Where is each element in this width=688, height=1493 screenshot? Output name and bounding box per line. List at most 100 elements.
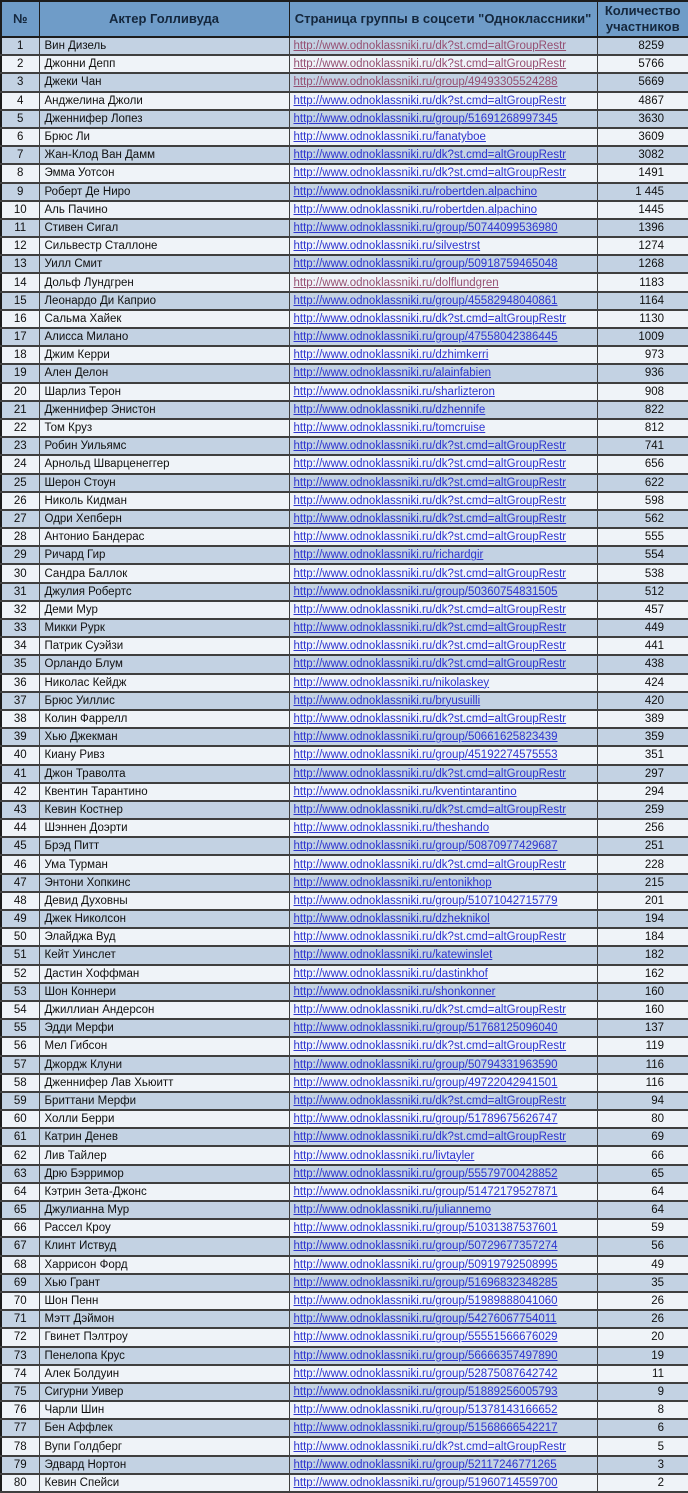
group-link[interactable]: http://www.odnoklassniki.ru/silvestrst xyxy=(293,240,481,253)
row-number-cell: 72 xyxy=(1,1328,40,1348)
group-url-cell: http://www.odnoklassniki.ru/group/503607… xyxy=(289,582,598,602)
group-link[interactable]: http://www.odnoklassniki.ru/dk?st.cmd=al… xyxy=(293,1440,567,1453)
group-link[interactable]: http://www.odnoklassniki.ru/tomcruise xyxy=(293,422,486,435)
group-link[interactable]: http://www.odnoklassniki.ru/dk?st.cmd=al… xyxy=(293,58,567,71)
group-link[interactable]: http://www.odnoklassniki.ru/dk?st.cmd=al… xyxy=(293,567,567,580)
group-link[interactable]: http://www.odnoklassniki.ru/dk?st.cmd=al… xyxy=(293,622,567,635)
row-number-cell: 26 xyxy=(1,491,40,511)
group-link[interactable]: http://www.odnoklassniki.ru/group/509187… xyxy=(293,258,558,271)
group-url-cell: http://www.odnoklassniki.ru/sharlizteron xyxy=(289,382,598,402)
group-link[interactable]: http://www.odnoklassniki.ru/group/509197… xyxy=(293,1258,558,1271)
group-link[interactable]: http://www.odnoklassniki.ru/dk?st.cmd=al… xyxy=(293,476,567,489)
group-link[interactable]: http://www.odnoklassniki.ru/dk?st.cmd=al… xyxy=(293,603,567,616)
group-link[interactable]: http://www.odnoklassniki.ru/dk?st.cmd=al… xyxy=(293,40,567,53)
group-link[interactable]: http://www.odnoklassniki.ru/group/516968… xyxy=(293,1276,558,1289)
group-link[interactable]: http://www.odnoklassniki.ru/group/514721… xyxy=(293,1185,558,1198)
group-link[interactable]: http://www.odnoklassniki.ru/dk?st.cmd=al… xyxy=(293,1004,567,1017)
actor-name-cell: Леонардо Ди Каприо xyxy=(39,291,290,311)
group-link[interactable]: http://www.odnoklassniki.ru/group/506616… xyxy=(293,731,558,744)
member-count-cell: 741 xyxy=(597,437,688,457)
group-link[interactable]: http://www.odnoklassniki.ru/dastinkhof xyxy=(293,967,488,980)
group-link[interactable]: http://www.odnoklassniki.ru/kventintaran… xyxy=(293,785,517,798)
group-link[interactable]: http://www.odnoklassniki.ru/dk?st.cmd=al… xyxy=(293,803,567,816)
group-url-cell: http://www.odnoklassniki.ru/dk?st.cmd=al… xyxy=(289,855,598,875)
group-link[interactable]: http://www.odnoklassniki.ru/group/528750… xyxy=(293,1367,558,1380)
group-link[interactable]: http://www.odnoklassniki.ru/dk?st.cmd=al… xyxy=(293,512,567,525)
group-link[interactable]: http://www.odnoklassniki.ru/bryusuilli xyxy=(293,694,481,707)
group-link[interactable]: http://www.odnoklassniki.ru/alainfabien xyxy=(293,367,492,380)
group-url-cell: http://www.odnoklassniki.ru/robertden.al… xyxy=(289,182,598,202)
member-count-cell: 2 xyxy=(597,1473,688,1493)
group-link[interactable]: http://www.odnoklassniki.ru/dk?st.cmd=al… xyxy=(293,494,567,507)
group-link[interactable]: http://www.odnoklassniki.ru/dolflundgren xyxy=(293,276,499,289)
group-link[interactable]: http://www.odnoklassniki.ru/dzhennife xyxy=(293,403,486,416)
group-link[interactable]: http://www.odnoklassniki.ru/group/510313… xyxy=(293,1222,558,1235)
group-link[interactable]: http://www.odnoklassniki.ru/group/455829… xyxy=(293,294,558,307)
member-count-cell: 160 xyxy=(597,982,688,1002)
group-link[interactable]: http://www.odnoklassniki.ru/shonkonner xyxy=(293,985,496,998)
group-link[interactable]: http://www.odnoklassniki.ru/group/451922… xyxy=(293,749,558,762)
group-link[interactable]: http://www.odnoklassniki.ru/group/508709… xyxy=(293,840,558,853)
group-link[interactable]: http://www.odnoklassniki.ru/group/517681… xyxy=(293,1022,558,1035)
group-link[interactable]: http://www.odnoklassniki.ru/fanatyboe xyxy=(293,131,486,144)
group-link[interactable]: http://www.odnoklassniki.ru/dk?st.cmd=al… xyxy=(293,531,567,544)
group-link[interactable]: http://www.odnoklassniki.ru/dzhimkerri xyxy=(293,349,489,362)
row-number-cell: 25 xyxy=(1,473,40,493)
group-url-cell: http://www.odnoklassniki.ru/alainfabien xyxy=(289,364,598,384)
group-link[interactable]: http://www.odnoklassniki.ru/dk?st.cmd=al… xyxy=(293,1040,567,1053)
group-link[interactable]: http://www.odnoklassniki.ru/richardgir xyxy=(293,549,484,562)
row-number-cell: 2 xyxy=(1,55,40,75)
group-link[interactable]: http://www.odnoklassniki.ru/sharlizteron xyxy=(293,385,495,398)
group-link[interactable]: http://www.odnoklassniki.ru/group/494933… xyxy=(293,76,558,89)
group-link[interactable]: http://www.odnoklassniki.ru/dk?st.cmd=al… xyxy=(293,1094,567,1107)
group-link[interactable]: http://www.odnoklassniki.ru/dk?st.cmd=al… xyxy=(293,931,567,944)
group-link[interactable]: http://www.odnoklassniki.ru/dk?st.cmd=al… xyxy=(293,640,567,653)
group-link[interactable]: http://www.odnoklassniki.ru/dk?st.cmd=al… xyxy=(293,440,567,453)
group-link[interactable]: http://www.odnoklassniki.ru/group/475580… xyxy=(293,331,558,344)
group-link[interactable]: http://www.odnoklassniki.ru/robertden.al… xyxy=(293,185,538,198)
group-link[interactable]: http://www.odnoklassniki.ru/group/507440… xyxy=(293,221,558,234)
group-link[interactable]: http://www.odnoklassniki.ru/dk?st.cmd=al… xyxy=(293,312,567,325)
group-link[interactable]: http://www.odnoklassniki.ru/group/517896… xyxy=(293,1113,558,1126)
group-link[interactable]: http://www.odnoklassniki.ru/robertden.al… xyxy=(293,203,538,216)
group-link[interactable]: http://www.odnoklassniki.ru/dk?st.cmd=al… xyxy=(293,167,567,180)
group-link[interactable]: http://www.odnoklassniki.ru/group/566663… xyxy=(293,1349,558,1362)
group-link[interactable]: http://www.odnoklassniki.ru/dzheknikol xyxy=(293,913,490,926)
group-link[interactable]: http://www.odnoklassniki.ru/group/513781… xyxy=(293,1404,558,1417)
group-link[interactable]: http://www.odnoklassniki.ru/katewinslet xyxy=(293,949,493,962)
group-link[interactable]: http://www.odnoklassniki.ru/group/521172… xyxy=(293,1458,557,1471)
group-url-cell: http://www.odnoklassniki.ru/dk?st.cmd=al… xyxy=(289,437,598,457)
group-link[interactable]: http://www.odnoklassniki.ru/dk?st.cmd=al… xyxy=(293,713,567,726)
actor-name-cell: Жан-Клод Ван Дамм xyxy=(39,146,290,166)
group-link[interactable]: http://www.odnoklassniki.ru/group/503607… xyxy=(293,585,558,598)
group-link[interactable]: http://www.odnoklassniki.ru/theshando xyxy=(293,822,490,835)
table-row: 11 Стивен Сигал http://www.odnoklassniki.r… xyxy=(1,218,688,239)
table-row: 41 Джон Траволта http://www.odnoklassniki.… xyxy=(1,764,688,784)
group-link[interactable]: http://www.odnoklassniki.ru/nikolaskey xyxy=(293,676,490,689)
group-link[interactable]: http://www.odnoklassniki.ru/dk?st.cmd=al… xyxy=(293,658,567,671)
group-link[interactable]: http://www.odnoklassniki.ru/group/516912… xyxy=(293,112,558,125)
group-link[interactable]: http://www.odnoklassniki.ru/group/555515… xyxy=(293,1331,558,1344)
group-link[interactable]: http://www.odnoklassniki.ru/group/542760… xyxy=(293,1313,557,1326)
group-link[interactable]: http://www.odnoklassniki.ru/juliannemo xyxy=(293,1204,492,1217)
group-link[interactable]: http://www.odnoklassniki.ru/group/515686… xyxy=(293,1422,558,1435)
group-link[interactable]: http://www.odnoklassniki.ru/dk?st.cmd=al… xyxy=(293,458,567,471)
group-link[interactable]: http://www.odnoklassniki.ru/group/518892… xyxy=(293,1385,558,1398)
group-link[interactable]: http://www.odnoklassniki.ru/dk?st.cmd=al… xyxy=(293,858,567,871)
group-link[interactable]: http://www.odnoklassniki.ru/dk?st.cmd=al… xyxy=(293,1131,567,1144)
group-link[interactable]: http://www.odnoklassniki.ru/group/510710… xyxy=(293,894,558,907)
group-link[interactable]: http://www.odnoklassniki.ru/dk?st.cmd=al… xyxy=(293,767,567,780)
group-link[interactable]: http://www.odnoklassniki.ru/group/519607… xyxy=(293,1476,558,1489)
group-link[interactable]: http://www.odnoklassniki.ru/group/555797… xyxy=(293,1167,558,1180)
group-link[interactable]: http://www.odnoklassniki.ru/entonikhop xyxy=(293,876,492,889)
group-link[interactable]: http://www.odnoklassniki.ru/group/507943… xyxy=(293,1058,558,1071)
group-link[interactable]: http://www.odnoklassniki.ru/dk?st.cmd=al… xyxy=(293,149,567,162)
table-row: 77 Бен Аффлек http://www.odnoklassniki.ru/… xyxy=(1,1419,688,1439)
group-link[interactable]: http://www.odnoklassniki.ru/livtayler xyxy=(293,1149,475,1162)
group-link[interactable]: http://www.odnoklassniki.ru/dk?st.cmd=al… xyxy=(293,94,567,107)
group-link[interactable]: http://www.odnoklassniki.ru/group/507296… xyxy=(293,1240,558,1253)
table-row: 28 Антонио Бандерас http://www.odnoklassni… xyxy=(1,528,688,548)
group-link[interactable]: http://www.odnoklassniki.ru/group/519898… xyxy=(293,1295,558,1308)
group-link[interactable]: http://www.odnoklassniki.ru/group/497220… xyxy=(293,1076,558,1089)
